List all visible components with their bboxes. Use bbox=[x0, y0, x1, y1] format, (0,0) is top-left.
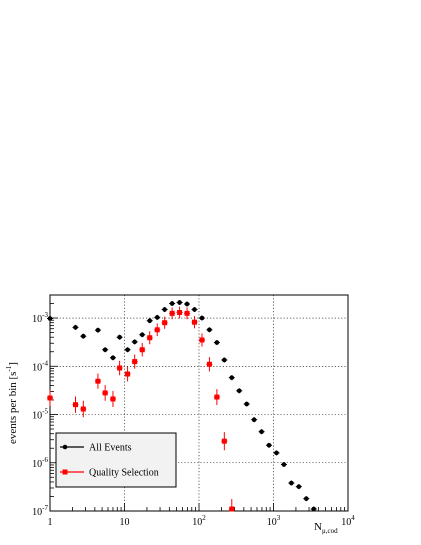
data-point bbox=[214, 340, 220, 345]
data-point bbox=[154, 315, 160, 320]
y-tick-label: 10-7 bbox=[32, 504, 48, 518]
legend-label-all-events: All Events bbox=[89, 443, 132, 454]
y-axis-label: events per bin [s-1] bbox=[5, 362, 19, 444]
y-tick-label: 10-6 bbox=[32, 456, 48, 470]
data-point bbox=[251, 417, 257, 423]
data-point bbox=[177, 310, 183, 316]
data-point bbox=[311, 506, 317, 512]
data-point bbox=[229, 375, 235, 380]
data-point bbox=[214, 394, 220, 400]
data-point bbox=[206, 361, 212, 367]
data-point bbox=[73, 325, 78, 330]
data-point bbox=[259, 429, 264, 435]
data-point bbox=[199, 315, 205, 321]
data-point bbox=[184, 301, 190, 307]
legend-marker-quality-selection bbox=[62, 469, 68, 475]
data-point bbox=[117, 334, 122, 340]
data-point bbox=[191, 319, 197, 325]
data-point bbox=[266, 443, 272, 448]
data-point bbox=[80, 406, 86, 412]
y-tick-label: 10-5 bbox=[32, 408, 48, 422]
data-point bbox=[207, 327, 212, 333]
data-point bbox=[244, 401, 249, 407]
data-point bbox=[132, 339, 137, 345]
data-point bbox=[110, 355, 116, 361]
legend-entry-all-events: All Events bbox=[60, 443, 132, 454]
data-point bbox=[274, 450, 279, 456]
data-point bbox=[73, 402, 79, 408]
data-point bbox=[132, 359, 138, 365]
data-point bbox=[289, 480, 294, 486]
x-axis-label: Nμ,cod bbox=[314, 521, 338, 535]
x-tick-label: 104 bbox=[341, 514, 355, 528]
y-tick-label: 10-3 bbox=[32, 311, 48, 325]
data-point bbox=[95, 378, 101, 384]
data-point bbox=[192, 307, 197, 312]
data-point bbox=[169, 301, 175, 306]
data-point bbox=[125, 371, 131, 377]
data-point bbox=[110, 396, 116, 402]
x-tick-label: 103 bbox=[267, 514, 281, 528]
data-point bbox=[139, 332, 145, 338]
series-0 bbox=[47, 299, 317, 512]
data-point bbox=[81, 333, 86, 339]
data-point bbox=[95, 327, 101, 333]
data-point bbox=[236, 388, 242, 394]
data-point bbox=[222, 357, 227, 363]
data-point bbox=[125, 347, 130, 353]
data-point bbox=[147, 318, 153, 323]
data-point bbox=[102, 390, 108, 396]
axes: 1 10 102 103 104 10-7 10-6 10-5 10-4 10-3 bbox=[32, 294, 355, 528]
legend-label-quality-selection: Quality Selection bbox=[89, 468, 159, 479]
data-point bbox=[102, 347, 108, 353]
data-point bbox=[147, 335, 153, 341]
data-point bbox=[199, 337, 205, 343]
data-point bbox=[221, 438, 227, 444]
data-point bbox=[162, 320, 168, 326]
data-point bbox=[296, 484, 302, 489]
data-point bbox=[281, 462, 287, 467]
data-point bbox=[47, 316, 53, 321]
x-tick-label: 102 bbox=[192, 514, 206, 528]
legend: All Events Quality Selection bbox=[55, 432, 177, 488]
x-tick-label: 10 bbox=[120, 517, 130, 528]
data-point bbox=[169, 310, 175, 316]
data-point bbox=[229, 506, 235, 512]
data-point bbox=[139, 347, 145, 353]
data-point bbox=[162, 307, 167, 312]
y-tick-label: 10-4 bbox=[32, 359, 48, 373]
legend-box bbox=[55, 432, 177, 488]
data-point bbox=[303, 496, 309, 501]
data-point bbox=[177, 300, 182, 305]
data-point bbox=[47, 395, 53, 401]
series-1 bbox=[47, 306, 235, 512]
data-point bbox=[154, 327, 160, 333]
data-series bbox=[47, 299, 317, 512]
data-point bbox=[184, 310, 190, 316]
data-point bbox=[117, 365, 123, 371]
x-tick-label: 1 bbox=[48, 517, 53, 528]
legend-marker-all-events bbox=[62, 444, 68, 450]
legend-entry-quality-selection: Quality Selection bbox=[60, 468, 159, 479]
